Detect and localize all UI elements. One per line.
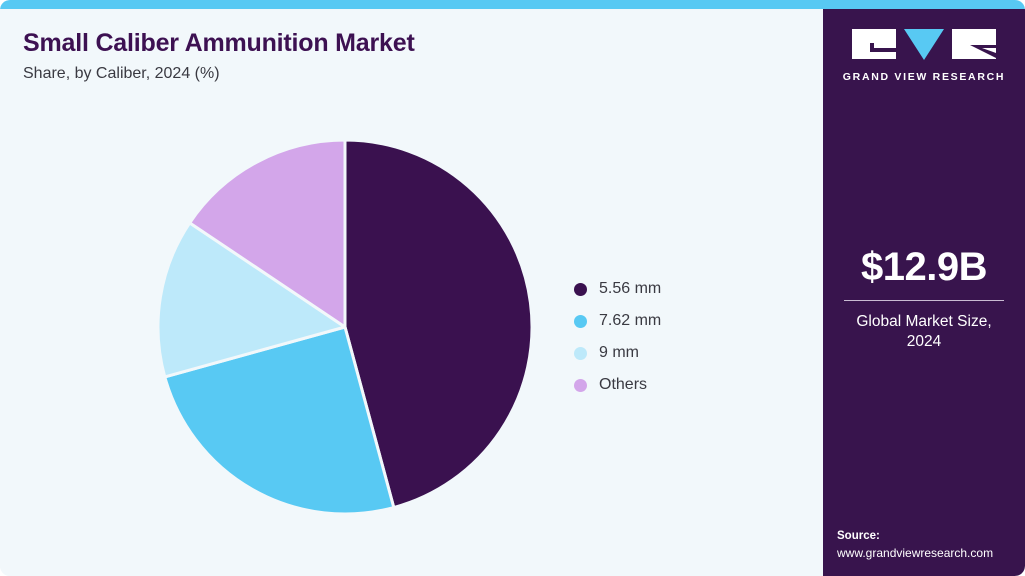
chart-legend: 5.56 mm 7.62 mm 9 mm Others	[574, 273, 804, 401]
pie-chart	[155, 137, 535, 517]
chart-panel: Small Caliber Ammunition Market Share, b…	[0, 9, 823, 576]
stat-block: $12.9B Global Market Size, 2024	[823, 247, 1025, 352]
legend-item-label: 5.56 mm	[599, 280, 662, 297]
source-label: Source:	[837, 529, 880, 542]
pie-slice[interactable]	[188, 138, 347, 329]
source-block: Source: www.grandviewresearch.com	[837, 528, 1025, 562]
pie-slice[interactable]	[343, 138, 534, 510]
legend-item[interactable]: Others	[574, 369, 804, 401]
top-accent-bar	[0, 0, 1025, 9]
legend-item[interactable]: 5.56 mm	[574, 273, 804, 305]
legend-swatch-icon	[574, 346, 587, 360]
side-panel: GRAND VIEW RESEARCH $12.9B Global Market…	[823, 9, 1025, 576]
legend-item[interactable]: 7.62 mm	[574, 305, 804, 337]
legend-swatch-icon	[574, 378, 587, 392]
stat-divider	[844, 300, 1004, 301]
pie-chart-svg	[156, 138, 534, 516]
legend-item-label: 7.62 mm	[599, 312, 662, 329]
brand-wordmark: GRAND VIEW RESEARCH	[842, 71, 1006, 83]
market-size-caption: Global Market Size, 2024	[856, 313, 992, 351]
legend-swatch-icon	[574, 282, 587, 296]
legend-item-label: 9 mm	[599, 344, 639, 361]
market-size-value: $12.9B	[861, 245, 987, 289]
pie-slice[interactable]	[156, 221, 347, 379]
brand-logo: GRAND VIEW RESEARCH	[823, 29, 1025, 83]
page-subtitle: Share, by Caliber, 2024 (%)	[23, 64, 220, 82]
source-url[interactable]: www.grandviewresearch.com	[837, 545, 994, 560]
page-title: Small Caliber Ammunition Market	[23, 29, 415, 57]
gvr-logo-icon	[852, 29, 996, 60]
pie-slice-group	[156, 138, 534, 516]
pie-slice[interactable]	[163, 325, 396, 516]
legend-item[interactable]: 9 mm	[574, 337, 804, 369]
title-block: Small Caliber Ammunition Market Share, b…	[23, 29, 803, 83]
legend-swatch-icon	[574, 314, 587, 328]
legend-item-label: Others	[599, 376, 648, 393]
